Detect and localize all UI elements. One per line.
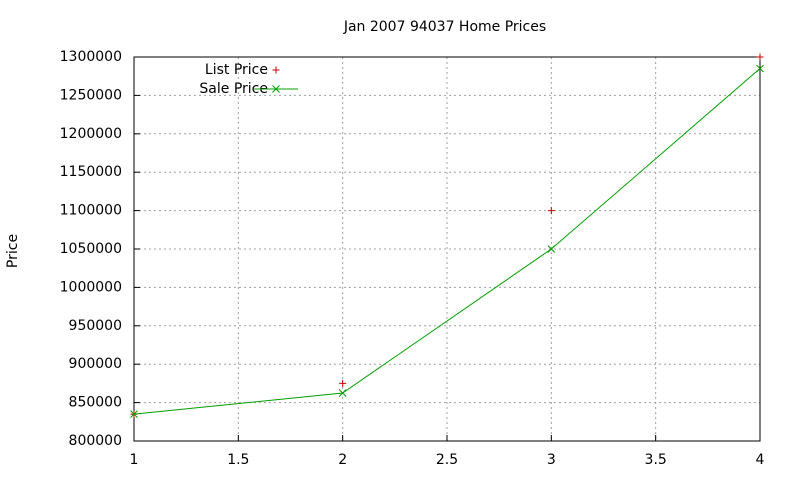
- data-point: [756, 53, 764, 61]
- y-tick-label: 1100000: [60, 203, 122, 219]
- y-tick-label: 1050000: [60, 241, 122, 257]
- data-point: [547, 245, 556, 253]
- y-tick-label: 1250000: [60, 87, 122, 103]
- series-line: [133, 68, 761, 415]
- x-tick-label: 2.5: [436, 452, 458, 468]
- legend-marker: [272, 66, 280, 74]
- y-tick-label: 1000000: [60, 279, 122, 295]
- y-tick-label: 850000: [69, 395, 122, 411]
- x-tick-label: 2: [338, 452, 347, 468]
- y-tick-label: 950000: [69, 318, 122, 334]
- legend-marker: [272, 85, 280, 93]
- legend-label: Sale Price: [199, 81, 268, 97]
- y-tick-label: 1200000: [60, 126, 122, 142]
- chart-title: Jan 2007 94037 Home Prices: [343, 19, 546, 35]
- x-tick-label: 4: [756, 452, 765, 468]
- data-point: [339, 379, 347, 387]
- x-tick-label: 3: [547, 452, 556, 468]
- data-point: [756, 64, 764, 73]
- legend-label: List Price: [205, 62, 268, 78]
- y-tick-label: 800000: [69, 433, 122, 449]
- data-point: [547, 207, 555, 215]
- x-tick-label: 1.5: [227, 452, 249, 468]
- y-tick-label: 900000: [69, 356, 122, 372]
- plot-frame: [133, 56, 761, 442]
- y-tick-label: 1300000: [60, 49, 122, 65]
- y-tick-label: 1150000: [60, 164, 122, 180]
- y-axis-label: Price: [5, 234, 21, 268]
- x-tick-label: 1: [130, 452, 139, 468]
- x-tick-label: 3.5: [645, 452, 667, 468]
- data-point: [130, 410, 138, 418]
- data-point: [338, 389, 347, 397]
